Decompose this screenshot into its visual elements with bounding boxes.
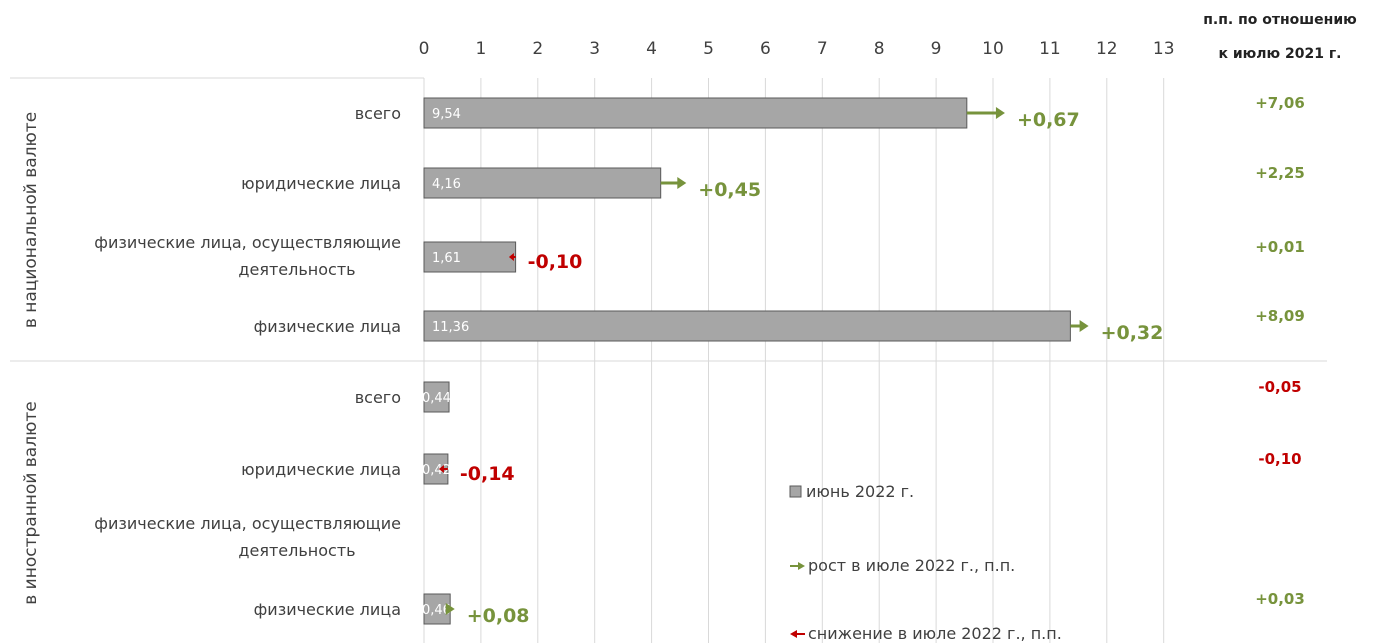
change-value-label: +0,67 [1017,109,1080,131]
bar [423,97,968,129]
yoy-change-label: +0,03 [1255,590,1305,608]
x-tick-label-2: 2 [532,39,543,59]
group-label-0: в национальной валюте [21,112,41,328]
yoy-header-line-1: п.п. по отношению [1203,12,1357,28]
bar-row: физические лица 11,36 +0,32 +8,09 [254,307,1305,344]
change-arrowhead [677,177,687,189]
category-label: физические лица, осуществляющие [94,233,401,252]
change-value-label: +0,45 [698,179,761,201]
x-tick-label-8: 8 [874,39,885,59]
x-tick-label-3: 3 [589,39,600,59]
change-arrowhead [1079,320,1089,332]
bar-value-label: 4,16 [432,177,461,192]
yoy-change-label: +8,09 [1255,307,1305,325]
category-label: юридические лица [241,174,401,193]
change-value-label: +0,32 [1101,322,1164,344]
legend-label-increase: рост в июле 2022 г., п.п. [808,556,1015,575]
category-label: физические лица [254,600,401,619]
x-tick-label-4: 4 [646,39,657,59]
bar [423,381,450,413]
legend-label-decrease: снижение в июле 2022 г., п.п. [808,624,1062,643]
bar-value-label: 1,61 [432,251,461,266]
bar [423,167,662,199]
legend-label-june: июнь 2022 г. [806,482,914,501]
bar-value-label: 0,42 [422,463,451,478]
bar-row: юридические лица 4,16 +0,45 +2,25 [241,164,1305,201]
bar-row: физические лица, осуществляющие деятельно… [94,233,1305,279]
change-arrowhead [508,253,514,261]
category-label: всего [355,104,401,123]
category-label: физические лица, осуществляющие [94,514,401,533]
bar-row: физические лица, осуществляющие деятельно… [94,514,401,560]
x-tick-label-1: 1 [475,39,486,59]
change-value-label: -0,14 [460,463,515,485]
change-value-label: -0,10 [528,251,583,273]
category-label: всего [355,388,401,407]
x-tick-label-12: 12 [1096,39,1118,59]
category-label-line-2: деятельность [238,260,355,279]
bar-row: всего 0,44 -0,05 [355,378,1302,413]
bar-rows: всего 9,54 +0,67 +7,06 юридические лица 4,16 +… [94,94,1305,627]
category-label-line-2: деятельность [238,541,355,560]
group-label-1: в иностранной валюте [21,401,41,605]
x-tick-label-0: 0 [419,39,430,59]
yoy-change-label: +7,06 [1255,94,1305,112]
legend-marker-increase [790,562,805,570]
change-arrowhead [438,465,444,473]
x-tick-label-9: 9 [931,39,942,59]
yoy-change-label: -0,10 [1258,450,1301,468]
axis-frame [10,77,1327,643]
legend-marker-decrease [790,630,805,638]
bar-value-label: 0,46 [422,603,451,618]
group-labels: в национальной валюте в иностранной валют… [21,112,41,605]
x-tick-label-5: 5 [703,39,714,59]
yoy-change-label: -0,05 [1258,378,1301,396]
yoy-header-line-2: к июлю 2021 г. [1218,46,1341,62]
x-tick-label-10: 10 [982,39,1004,59]
x-tick-label-7: 7 [817,39,828,59]
bar [423,241,517,273]
bar [423,310,1071,342]
change-arrowhead [445,603,455,615]
change-arrowhead [995,107,1005,119]
x-tick-label-11: 11 [1039,39,1061,59]
yoy-change-label: +2,25 [1255,164,1305,182]
bar-value-label: 9,54 [432,107,461,122]
x-tick-label-6: 6 [760,39,771,59]
x-axis-ticks: 0 1 2 3 4 5 6 7 8 9 10 11 12 13 [419,39,1175,59]
yoy-header: п.п. по отношению к июлю 2021 г. [1203,12,1357,62]
bar-value-label: 0,44 [422,391,451,406]
bar-row: физические лица 0,46 +0,08 +0,03 [254,590,1305,627]
legend-swatch-june [789,485,802,498]
change-value-label: +0,08 [467,605,530,627]
bar-row: юридические лица 0,42 -0,14 -0,10 [241,450,1302,485]
yoy-change-label: +0,01 [1255,238,1305,256]
bar-value-label: 11,36 [432,320,469,335]
bar-row: всего 9,54 +0,67 +7,06 [355,94,1305,131]
legend: июнь 2022 г. рост в июле 2022 г., п.п. с… [789,482,1062,643]
category-label: юридические лица [241,460,401,479]
x-tick-label-13: 13 [1153,39,1175,59]
category-label: физические лица [254,317,401,336]
